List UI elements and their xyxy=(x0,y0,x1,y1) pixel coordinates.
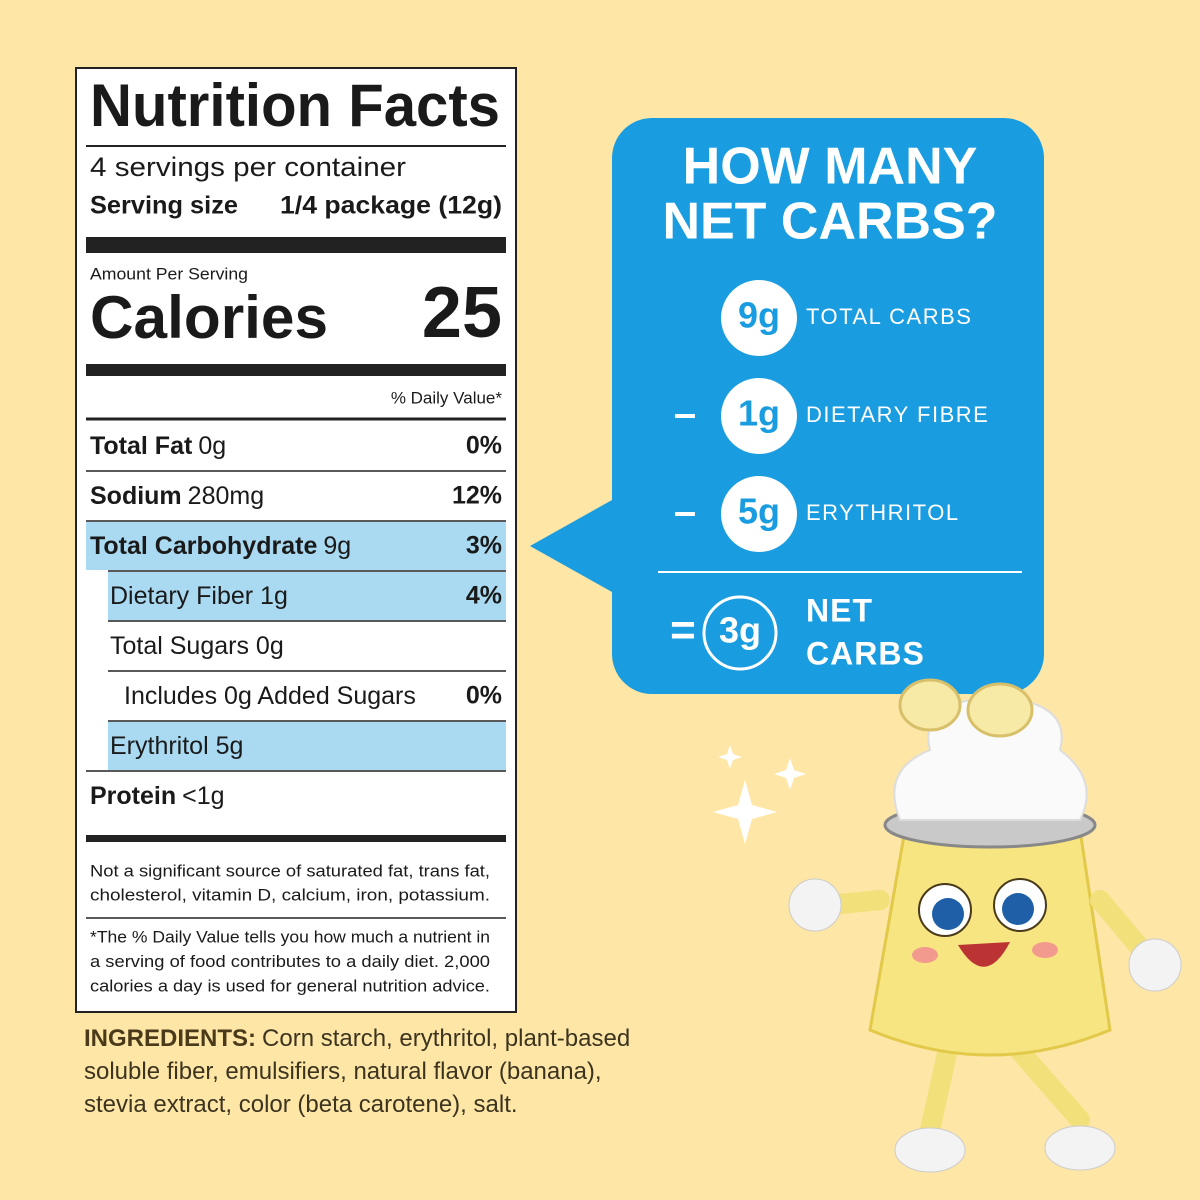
mascot-glove xyxy=(788,878,842,932)
bubble-title: NET CARBS? xyxy=(662,193,997,251)
dv-header: % Daily Value* xyxy=(391,388,503,407)
banana-slice xyxy=(898,678,962,732)
carb-value: 9g xyxy=(738,295,780,336)
row-highlight xyxy=(108,572,506,620)
row-label: Erythritol 5g xyxy=(110,732,243,760)
daily-value: 0% xyxy=(466,682,502,710)
serving-size-label: Serving size xyxy=(90,192,238,220)
ingredients-line: soluble fiber, emulsifiers, natural flav… xyxy=(84,1058,602,1085)
sparkles xyxy=(713,745,806,844)
row-label: Sodium 280mg xyxy=(90,482,264,510)
banana-slice xyxy=(966,682,1034,738)
carb-label: TOTAL CARBS xyxy=(806,304,972,329)
daily-value: 0% xyxy=(466,432,502,460)
mascot-glove xyxy=(1128,938,1182,992)
mascot-cheek xyxy=(912,947,938,963)
result-circle xyxy=(702,595,778,671)
daily-value: 12% xyxy=(452,482,502,510)
daily-value: 3% xyxy=(466,532,502,560)
result-value: 3g xyxy=(719,610,761,651)
footnote: cholesterol, vitamin D, calcium, iron, p… xyxy=(90,885,490,904)
sparkle xyxy=(774,758,806,790)
row-label: Total Carbohydrate 9g xyxy=(90,532,351,560)
result-label: NET xyxy=(806,592,873,628)
nutrient-name: Dietary Fiber 1g xyxy=(110,582,288,610)
nutrient-name: Total Sugars 0g xyxy=(110,632,284,660)
footnote: calories a day is used for general nutri… xyxy=(90,976,490,995)
row-label: Protein <1g xyxy=(90,782,225,810)
footnote: Not a significant source of saturated fa… xyxy=(90,861,490,880)
row-highlight xyxy=(86,522,506,570)
label-title: Nutrition Facts xyxy=(90,72,500,139)
value-circle xyxy=(721,280,797,356)
ingredients-text: Corn starch, erythritol, plant-based xyxy=(262,1025,630,1052)
carb-label: DIETARY FIBRE xyxy=(806,402,989,427)
ingredients-line: stevia extract, color (beta carotene), s… xyxy=(84,1091,518,1118)
sparkle xyxy=(713,780,777,844)
thick-rule xyxy=(86,835,506,842)
mascot-pupil xyxy=(1002,893,1034,925)
operator: = xyxy=(670,606,696,655)
carb-value: 5g xyxy=(738,491,780,532)
sparkle xyxy=(718,745,742,769)
nutrient-amount: 9g xyxy=(323,532,351,560)
mascot-leg xyxy=(920,1030,960,1140)
nutrient-name: Includes 0g Added Sugars xyxy=(124,682,416,710)
calories-value: 25 xyxy=(422,273,502,353)
nutrient-amount: <1g xyxy=(182,782,224,810)
row-highlight xyxy=(108,722,506,770)
row-label: Total Fat 0g xyxy=(90,432,226,460)
carb-value: 1g xyxy=(738,393,780,434)
footnote: a serving of food contributes to a daily… xyxy=(90,952,490,971)
nutrient-amount: 280mg xyxy=(188,482,264,510)
row-label: Dietary Fiber 1g xyxy=(110,582,288,610)
mascot-body xyxy=(868,818,1112,1057)
value-circle xyxy=(721,378,797,454)
ingredients-text: soluble fiber, emulsifiers, natural flav… xyxy=(84,1058,602,1085)
mascot-shoe xyxy=(894,1127,966,1173)
daily-value: 4% xyxy=(466,582,502,610)
value-circle xyxy=(721,476,797,552)
mascot-cheek xyxy=(1032,942,1058,958)
serving-size-value: 1/4 package (12g) xyxy=(280,192,502,220)
ingredients-text: stevia extract, color (beta carotene), s… xyxy=(84,1091,518,1118)
ingredients-label: INGREDIENTS: xyxy=(84,1025,256,1052)
amount-per-serving: Amount Per Serving xyxy=(90,264,248,283)
carb-label: ERYTHRITOL xyxy=(806,500,960,525)
mascot-mouth xyxy=(958,942,1010,967)
operator: – xyxy=(674,392,696,436)
bubble-title: HOW MANY xyxy=(683,138,978,196)
nutrient-name: Erythritol 5g xyxy=(110,732,243,760)
mascot-shoe xyxy=(1044,1125,1116,1171)
row-label: Includes 0g Added Sugars xyxy=(124,682,416,710)
thick-rule xyxy=(86,364,506,376)
mascot-pupil xyxy=(932,898,964,930)
nutrient-name: Total Fat xyxy=(90,432,193,460)
mascot xyxy=(788,678,1182,1173)
nutrient-name: Protein xyxy=(90,782,176,810)
operator: – xyxy=(674,490,696,534)
footnote: *The % Daily Value tells you how much a … xyxy=(90,927,490,946)
thick-rule xyxy=(86,237,506,253)
result-label: CARBS xyxy=(806,635,925,671)
nutrient-name: Sodium xyxy=(90,482,182,510)
calories-label: Calories xyxy=(90,284,328,351)
servings: 4 servings per container xyxy=(90,152,406,182)
nutrient-name: Total Carbohydrate xyxy=(90,532,317,560)
nutrient-amount: 0g xyxy=(198,432,226,460)
ingredients-line: INGREDIENTS: Corn starch, erythritol, pla… xyxy=(84,1025,630,1052)
row-label: Total Sugars 0g xyxy=(110,632,284,660)
